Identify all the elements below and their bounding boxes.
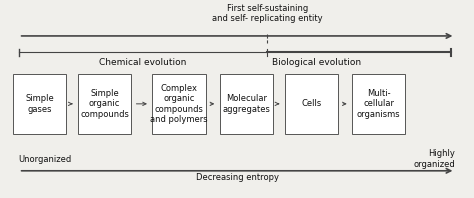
Text: Decreasing entropy: Decreasing entropy (195, 173, 279, 182)
Text: Cells: Cells (301, 99, 321, 108)
Text: Chemical evolution: Chemical evolution (99, 58, 187, 67)
Text: Complex
organic
compounds
and polymers: Complex organic compounds and polymers (150, 84, 208, 124)
Text: Simple
gases: Simple gases (25, 94, 54, 113)
Bar (13, 74, 66, 134)
Text: Highly
organized: Highly organized (414, 149, 456, 169)
Text: Multi-
cellular
organisms: Multi- cellular organisms (357, 89, 401, 119)
Bar (78, 74, 131, 134)
Text: Simple
organic
compounds: Simple organic compounds (80, 89, 129, 119)
Text: Unorganized: Unorganized (18, 155, 72, 164)
Text: Biological evolution: Biological evolution (272, 58, 361, 67)
Bar (152, 74, 206, 134)
Text: First self-sustaining
and self- replicating entity: First self-sustaining and self- replicat… (212, 4, 322, 23)
Bar (219, 74, 273, 134)
Bar (284, 74, 338, 134)
Bar (352, 74, 405, 134)
Text: Molecular
aggregates: Molecular aggregates (222, 94, 270, 113)
